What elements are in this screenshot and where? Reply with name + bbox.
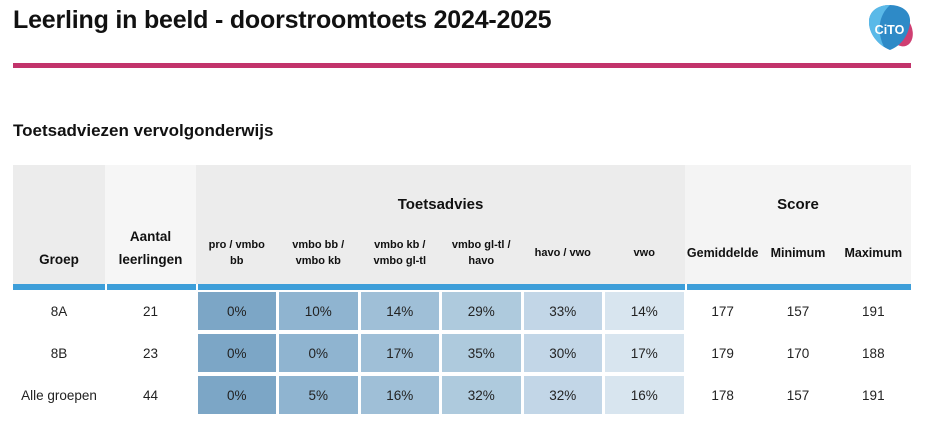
advies-percentage-cell: 17% (360, 334, 439, 372)
header-zone-groep: Groep (13, 165, 105, 284)
score-subheaders: Gemiddelde Minimum Maximum (685, 231, 911, 275)
advies-percentage-cells: 0% 10% 14% 29% 33% 14% (196, 292, 685, 330)
score-minimum: 170 (786, 345, 810, 361)
column-header-minimum: Minimum (770, 245, 826, 260)
header-zone-aantal: Aantal leerlingen (105, 165, 196, 284)
row-group-label: 8B (50, 345, 68, 361)
score-minimum: 157 (786, 387, 810, 403)
table-row: 8A 21 0% 10% 14% 29% 33% 14% 177 157 191 (13, 292, 911, 330)
score-gemiddelde: 177 (711, 303, 734, 319)
column-header-gemiddelde: Gemiddelde (686, 245, 759, 260)
advies-percentage-cell: 33% (523, 292, 602, 330)
header-zone-toetsadvies: Toetsadvies pro / vmbo bb vmbo bb / vmbo… (196, 165, 685, 284)
score-gemiddelde: 178 (711, 387, 734, 403)
advies-percentage-cell: 5% (279, 376, 358, 414)
table-row: Alle groepen 44 0% 5% 16% 32% 32% 16% 17… (13, 376, 911, 414)
column-header-vmbo-gltl-havo: vmbo gl-tl / havo (451, 238, 511, 268)
title-accent-rule (13, 63, 911, 68)
column-header-maximum: Maximum (844, 245, 903, 260)
header-divider-segment (105, 284, 196, 290)
column-header-vwo: vwo (633, 246, 655, 259)
advies-percentage-cell: 14% (360, 292, 439, 330)
score-maximum: 191 (862, 303, 885, 319)
header-divider-segment (13, 284, 105, 290)
score-gemiddelde: 179 (711, 345, 734, 361)
advies-percentage-cell: 17% (605, 334, 684, 372)
score-maximum: 188 (862, 345, 885, 361)
score-maximum: 191 (862, 387, 885, 403)
advies-percentage-cell: 30% (523, 334, 602, 372)
row-group-label: 8A (50, 303, 68, 319)
header-divider-segment (196, 284, 685, 290)
score-cells: 179 170 188 (685, 334, 911, 372)
column-header-groep: Groep (39, 251, 79, 267)
advies-percentage-cell: 29% (442, 292, 521, 330)
advies-percentage-cell: 0% (279, 334, 358, 372)
advies-percentage-cell: 0% (197, 376, 276, 414)
header-divider-segment (685, 284, 911, 290)
table-row: 8B 23 0% 0% 17% 35% 30% 17% 179 170 188 (13, 334, 911, 372)
advies-percentage-cell: 0% (197, 334, 276, 372)
advies-percentage-cell: 0% (197, 292, 276, 330)
advies-percentage-cells: 0% 0% 17% 35% 30% 17% (196, 334, 685, 372)
row-student-count: 23 (142, 345, 159, 361)
advies-percentage-cell: 16% (360, 376, 439, 414)
advies-percentage-cell: 32% (523, 376, 602, 414)
table-body: 8A 21 0% 10% 14% 29% 33% 14% 177 157 191… (13, 292, 911, 414)
advies-percentage-cell: 16% (605, 376, 684, 414)
group-header-score: Score (777, 196, 819, 213)
group-header-toetsadvies: Toetsadvies (397, 196, 484, 213)
advies-percentage-cell: 32% (442, 376, 521, 414)
row-student-count: 21 (142, 303, 159, 319)
page-title: Leerling in beeld - doorstroomtoets 2024… (13, 6, 552, 34)
header-divider (13, 284, 911, 290)
score-cells: 177 157 191 (685, 292, 911, 330)
cito-logo-text: CiTO (875, 23, 905, 37)
row-group-label: Alle groepen (21, 387, 97, 403)
advies-percentage-cell: 35% (442, 334, 521, 372)
toetsadviezen-table: Groep Aantal leerlingen Toetsadvies pro … (13, 165, 911, 418)
row-student-count: 44 (142, 387, 159, 403)
column-header-vmbo-kb-gltl: vmbo kb / vmbo gl-tl (373, 238, 427, 268)
cito-logo-icon: CiTO (869, 5, 913, 50)
table-header: Groep Aantal leerlingen Toetsadvies pro … (13, 165, 911, 284)
advies-percentage-cell: 10% (279, 292, 358, 330)
column-header-havo-vwo: havo / vwo (534, 246, 591, 259)
header-zone-score: Score Gemiddelde Minimum Maximum (685, 165, 911, 284)
toetsadvies-subheaders: pro / vmbo bb vmbo bb / vmbo kb vmbo kb … (196, 231, 685, 275)
column-header-aantal-leerlingen: Aantal leerlingen (118, 229, 183, 267)
advies-percentage-cells: 0% 5% 16% 32% 32% 16% (196, 376, 685, 414)
column-header-pro-vmbo-bb: pro / vmbo bb (208, 238, 265, 268)
column-header-vmbo-bb-kb: vmbo bb / vmbo kb (292, 238, 345, 268)
section-heading: Toetsadviezen vervolgonderwijs (13, 121, 274, 140)
advies-percentage-cell: 14% (605, 292, 684, 330)
score-cells: 178 157 191 (685, 376, 911, 414)
score-minimum: 157 (786, 303, 810, 319)
